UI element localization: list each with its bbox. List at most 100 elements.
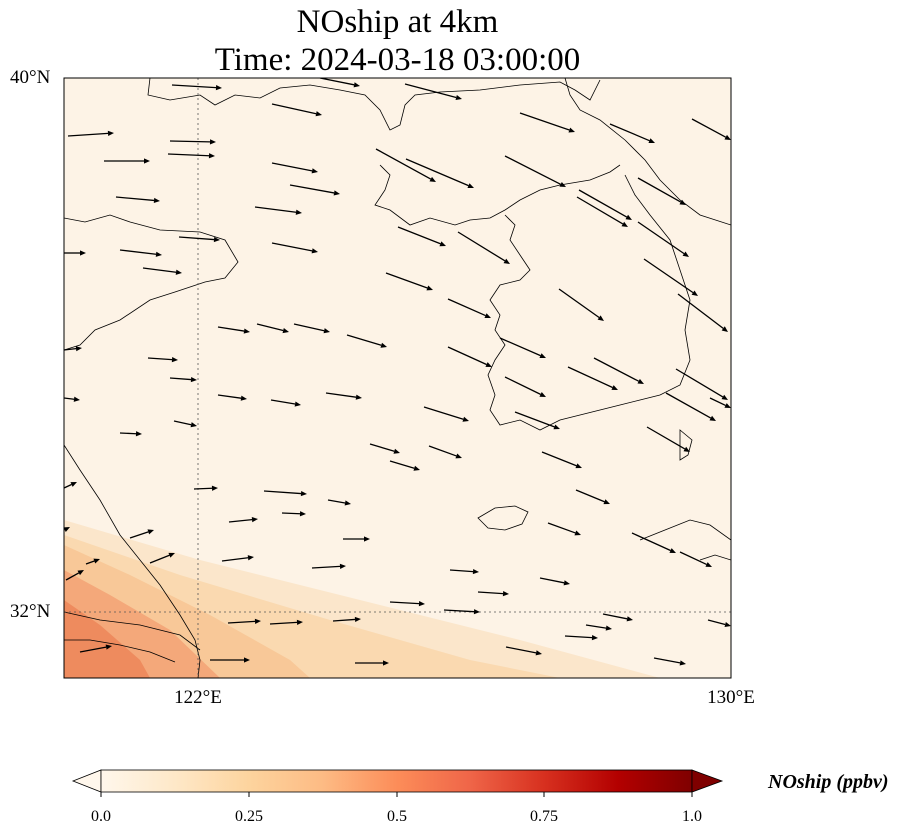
wind-arrow [637, 177, 686, 205]
wind-arrow [271, 242, 318, 254]
wind-arrow [665, 392, 716, 421]
wind-arrow [477, 591, 509, 597]
coastline-korea-north [374, 164, 621, 226]
coastline-china-east [64, 444, 201, 678]
wind-arrow [677, 293, 728, 332]
wind-arrow [64, 250, 86, 256]
plume-peak [64, 600, 150, 678]
wind-arrow [85, 558, 100, 565]
wind-arrow [311, 563, 346, 569]
wind-arrow [499, 337, 546, 358]
coastlines [64, 78, 731, 678]
wind-arrow [709, 397, 731, 408]
wind-arrow [389, 460, 420, 471]
wind-arrow [147, 357, 178, 363]
colorbar-extend-min [71, 769, 102, 793]
wind-arrow [558, 288, 604, 321]
wind-arrow [547, 522, 581, 536]
wind-arrow [404, 83, 462, 100]
colorbar [71, 769, 724, 797]
wind-arrow [171, 84, 222, 91]
wind-arrow [173, 420, 197, 428]
wind-arrow [675, 368, 728, 400]
wind-arrow [169, 376, 197, 383]
wind-arrow [327, 499, 351, 506]
wind-arrow [389, 601, 425, 607]
map-subtitle-time: Time: 2024-03-18 03:00:00 [214, 42, 581, 78]
coastline-japan-kyushu [639, 519, 731, 561]
yangtze-estuary-south [64, 639, 176, 663]
wind-arrow [149, 552, 175, 564]
wind-arrow [423, 406, 469, 422]
wind-arrow [119, 431, 142, 437]
wind-arrow [256, 323, 289, 334]
wind-arrow [457, 231, 510, 264]
wind-arrow [64, 346, 82, 352]
wind-arrow [104, 158, 150, 164]
wind-arrow [293, 323, 330, 334]
wind-arrow [271, 103, 322, 117]
wind-arrow [271, 162, 318, 174]
wind-arrow [319, 78, 360, 88]
wind-arrow [443, 609, 480, 615]
wind-arrow [447, 298, 491, 318]
wind-arrow [289, 184, 340, 196]
wind-arrow [115, 196, 160, 204]
wind-arrow [519, 112, 575, 133]
wind-arrow [332, 616, 361, 623]
wind-arrow [65, 570, 84, 581]
colorbar-label: NOship (ppbv) [768, 771, 889, 793]
wind-arrow [346, 334, 387, 348]
wind-arrow [178, 236, 220, 243]
wind-arrow [602, 613, 633, 622]
wind-arrow [541, 451, 582, 469]
wind-arrow [585, 624, 612, 631]
coastline-korea-peninsula [487, 174, 691, 431]
wind-arrow [576, 196, 628, 227]
wind-arrow [707, 619, 731, 628]
wind-arrow [67, 130, 114, 137]
wind-arrow [609, 123, 655, 144]
wind-arrow [217, 394, 247, 401]
map-frame [63, 77, 732, 679]
wind-arrow [637, 221, 689, 257]
wind-arrow [79, 644, 112, 653]
wind-arrow [228, 517, 258, 523]
wind-arrow [193, 485, 218, 491]
wind-arrow [505, 646, 542, 656]
wind-arrow [643, 258, 698, 296]
wind-arrow [169, 139, 216, 145]
lon-label-130E: 130°E [707, 687, 755, 708]
wind-arrow [325, 392, 362, 400]
colorbar-tick: 0.0 [91, 808, 111, 825]
wind-arrow [167, 153, 215, 159]
wind-arrow [355, 660, 389, 666]
wind-arrow [578, 189, 632, 220]
jeju-island [477, 505, 529, 531]
wind-arrow [269, 619, 303, 625]
tsushima-island [679, 429, 693, 461]
wind-arrow [447, 346, 492, 367]
wind-arrow [221, 555, 254, 562]
colorbar-tick: 1.0 [682, 808, 702, 825]
lat-label-32N: 32°N [10, 601, 51, 622]
colorbar-gradient [100, 769, 693, 793]
wind-arrow [575, 489, 610, 505]
lon-label-122E: 122°E [174, 687, 222, 708]
wind-arrow [691, 118, 731, 140]
wind-arrow [270, 399, 301, 407]
wind-arrow [539, 577, 570, 586]
colorbar-extend-max [691, 769, 724, 793]
wind-arrow [397, 226, 446, 247]
coastline-bohai-west [64, 214, 239, 351]
wind-arrow [679, 551, 712, 567]
wind-vectors [64, 78, 731, 666]
coastline-north [147, 78, 601, 131]
wind-arrow [405, 158, 474, 189]
wind-arrow [142, 267, 182, 275]
wind-arrow [567, 366, 618, 390]
wind-arrow [217, 326, 250, 334]
colorbar-tick: 0.75 [530, 808, 558, 825]
wind-arrow [449, 568, 479, 575]
wind-arrow [227, 618, 261, 624]
